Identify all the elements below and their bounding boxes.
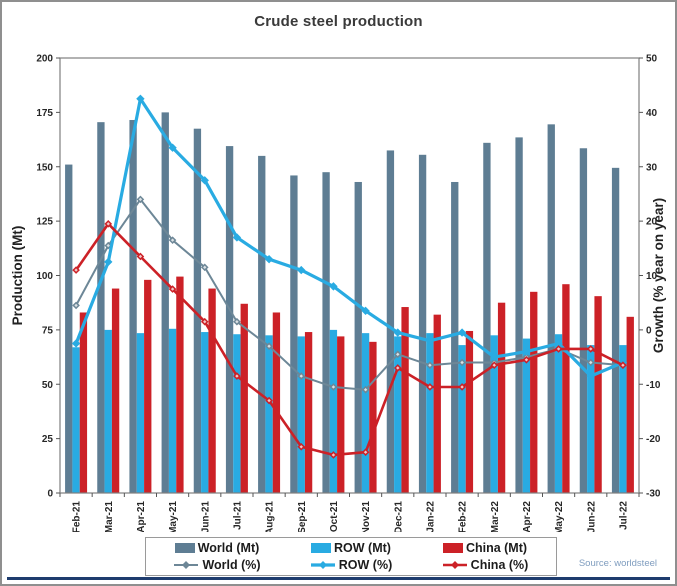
world-pct-line-icon (174, 561, 199, 570)
world--line (72, 195, 627, 394)
svg-text:0: 0 (646, 325, 652, 336)
svg-text:50: 50 (646, 54, 658, 65)
x-tick-label: Nov-21 (361, 501, 372, 532)
legend-china-mt-label: China (Mt) (465, 540, 528, 555)
bottom-rule (7, 577, 670, 580)
x-tick-label: Aug-21 (265, 501, 276, 532)
x-tick-label: Jun-21 (200, 501, 211, 532)
svg-text:-10: -10 (646, 380, 661, 391)
world-mt-swatch-icon (174, 542, 195, 553)
svg-text:-20: -20 (646, 434, 661, 445)
x-tick-label: Dec-21 (393, 501, 404, 532)
x-tick-label: Mar-22 (490, 501, 501, 532)
row-pct-line-icon (310, 561, 335, 570)
x-tick-label: Feb-21 (72, 501, 83, 532)
x-tick-label: Jul-21 (232, 501, 243, 530)
svg-text:40: 40 (646, 108, 658, 119)
china-pct-line-icon (442, 561, 467, 570)
svg-text:30: 30 (646, 162, 658, 173)
x-tick-label: May-22 (554, 501, 565, 532)
x-tick-label: Apr-22 (522, 501, 533, 532)
svg-text:125: 125 (36, 217, 53, 228)
china-mt--bars (79, 276, 634, 493)
legend-item-row-mt: ROW (Mt) (284, 541, 418, 555)
legend-row-pct-label: ROW (%) (338, 558, 393, 573)
svg-text:100: 100 (36, 271, 53, 282)
legend-world-mt-label: World (Mt) (197, 540, 260, 555)
svg-text:20: 20 (646, 217, 658, 228)
x-tick-label: Jun-22 (586, 501, 597, 532)
legend-item-world-pct: World (%) (150, 558, 284, 572)
x-tick-label: Oct-21 (329, 501, 340, 532)
right-axis-title: Growth (% year on year) (651, 198, 666, 353)
legend-item-china-mt: China (Mt) (418, 541, 552, 555)
x-tick-label: May-21 (168, 501, 179, 532)
china-mt-swatch-icon (442, 542, 463, 553)
chart-canvas: 0 25 50 75 100 125 150 175 200 -30 -20 -10 0 10 20 30 40… (10, 54, 666, 533)
x-tick-label: Jan-22 (425, 501, 436, 532)
svg-text:-30: -30 (646, 489, 661, 500)
row--line (71, 94, 628, 381)
svg-text:25: 25 (42, 434, 54, 445)
axis-ticks (56, 57, 643, 497)
row-mt-swatch-icon (311, 542, 332, 553)
legend-item-china-pct: China (%) (418, 558, 552, 572)
chart-title: Crude steel production (254, 13, 423, 30)
legend-item-world-mt: World (Mt) (150, 541, 284, 555)
world-mt--bars (65, 112, 620, 494)
svg-text:0: 0 (47, 489, 53, 500)
left-axis-title: Production (Mt) (10, 226, 25, 326)
svg-text:75: 75 (42, 325, 54, 336)
legend-row-mt-label: ROW (Mt) (334, 540, 391, 555)
legend: World (Mt) ROW (Mt) China (Mt) World (%)… (145, 537, 557, 576)
svg-text:150: 150 (36, 162, 53, 173)
legend-china-pct-label: China (%) (470, 558, 529, 573)
legend-world-pct-label: World (%) (202, 558, 261, 573)
svg-text:200: 200 (36, 54, 53, 65)
source-text: Source: worldsteel (578, 558, 657, 569)
svg-text:10: 10 (646, 271, 658, 282)
svg-text:50: 50 (42, 380, 54, 391)
svg-text:175: 175 (36, 108, 53, 119)
china--line (72, 220, 627, 459)
row-mt--bars (72, 328, 627, 494)
x-tick-label: Apr-21 (136, 501, 147, 532)
x-tick-label: Sep-21 (297, 501, 308, 532)
x-tick-label: Mar-21 (104, 501, 115, 532)
legend-item-row-pct: ROW (%) (284, 558, 418, 572)
x-tick-label: Jul-22 (618, 501, 629, 530)
x-tick-label: Feb-22 (458, 501, 469, 532)
